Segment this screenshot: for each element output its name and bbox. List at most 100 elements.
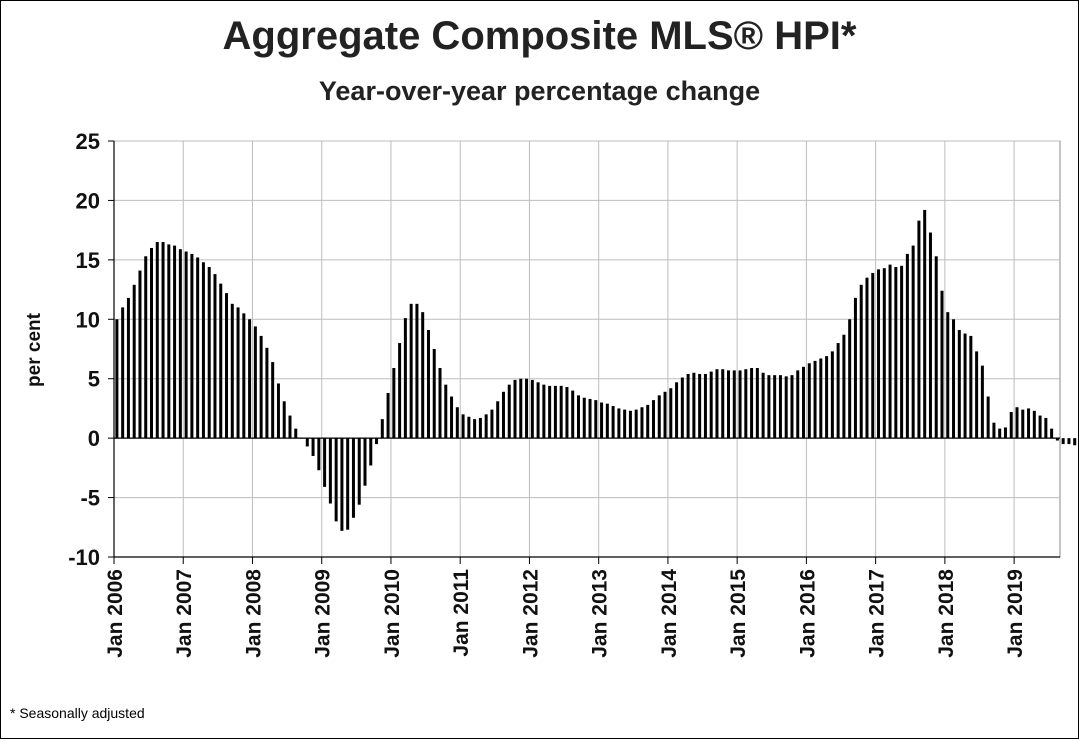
bar [888, 264, 892, 439]
bar [346, 438, 350, 530]
bar [1009, 411, 1013, 439]
bar [369, 438, 373, 466]
bar [409, 303, 413, 439]
bar [225, 293, 229, 439]
bar [351, 438, 355, 518]
bar [594, 400, 598, 439]
y-tick-label: 10 [76, 307, 100, 332]
bar [819, 358, 823, 439]
bar [421, 312, 425, 439]
bar [911, 245, 915, 439]
bar [536, 382, 540, 439]
x-tick-label: Jan 2012 [519, 569, 542, 658]
x-tick-label: Jan 2006 [104, 569, 127, 658]
x-tick-label: Jan 2008 [242, 569, 265, 658]
x-tick-label: Jan 2009 [312, 569, 335, 658]
bar [675, 382, 679, 439]
bar [657, 395, 661, 439]
bar [761, 372, 765, 439]
bar [357, 438, 361, 505]
bar [155, 242, 159, 439]
chart-title: Aggregate Composite MLS® HPI* [222, 14, 857, 58]
bar [450, 396, 454, 439]
bar [778, 375, 782, 439]
bar [686, 373, 690, 439]
bars [115, 209, 1079, 531]
bar [842, 334, 846, 439]
bar [698, 373, 702, 439]
bar [150, 247, 154, 439]
bar [201, 262, 205, 439]
bar [138, 270, 142, 439]
bar [796, 370, 800, 439]
y-tick-label: -5 [80, 486, 100, 511]
bar [807, 363, 811, 439]
bar [917, 220, 921, 439]
bar [582, 397, 586, 439]
bar [767, 375, 771, 439]
bar [276, 383, 280, 439]
bar [992, 422, 996, 439]
bar [1015, 407, 1019, 439]
bar [830, 351, 834, 439]
bar [530, 379, 534, 439]
y-tick-label: 5 [88, 367, 100, 392]
bar [403, 318, 407, 439]
bar [173, 245, 177, 439]
bar [305, 438, 309, 447]
y-tick-labels: -10 -5 0 5 10 15 20 25 [68, 129, 100, 570]
bar [871, 272, 875, 439]
bar [559, 385, 563, 439]
bar [663, 391, 667, 439]
bar [790, 375, 794, 439]
bar [328, 438, 332, 504]
bar [744, 369, 748, 439]
bar [478, 417, 482, 439]
bar [865, 277, 869, 439]
bar [501, 391, 505, 439]
bar [1038, 415, 1042, 439]
bar [236, 307, 240, 439]
bar [998, 428, 1002, 439]
bar [848, 319, 852, 439]
y-tick-label: 20 [76, 188, 100, 213]
bar [461, 414, 465, 439]
bar [132, 284, 136, 439]
bar [605, 403, 609, 439]
bar [934, 256, 938, 439]
bar [1067, 438, 1071, 445]
x-tick-label: Jan 2019 [1004, 569, 1027, 658]
bar [507, 384, 511, 439]
bar [438, 368, 442, 439]
bar [1032, 410, 1036, 439]
bar [859, 284, 863, 439]
bar [323, 438, 327, 487]
bar [784, 376, 788, 439]
bar [923, 209, 927, 439]
bar [242, 313, 246, 439]
bar [721, 369, 725, 439]
bar [126, 297, 130, 439]
bar [1021, 409, 1025, 439]
bar [207, 266, 211, 439]
bar [271, 362, 275, 439]
x-tick-label: Jan 2017 [866, 569, 889, 658]
bar [490, 409, 494, 439]
bar [571, 390, 575, 439]
bar [121, 307, 125, 439]
bar [1003, 427, 1007, 439]
bar [144, 256, 148, 439]
bar [894, 266, 898, 439]
bar [184, 251, 188, 439]
bar [576, 395, 580, 439]
bar [392, 368, 396, 439]
bar [634, 409, 638, 439]
bar [398, 343, 402, 439]
bar [288, 415, 292, 439]
x-tick-label: Jan 2013 [589, 569, 612, 658]
bar [525, 378, 529, 439]
bar [877, 269, 881, 439]
bar [715, 369, 719, 439]
bar [623, 409, 627, 439]
bar [986, 396, 990, 439]
